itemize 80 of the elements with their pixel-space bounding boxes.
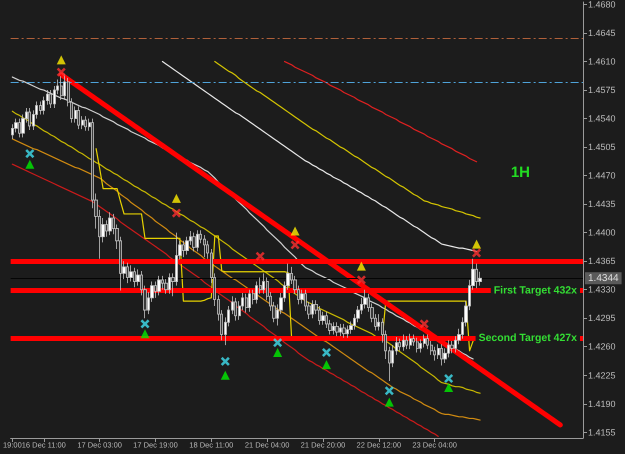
point xyxy=(356,275,366,284)
point xyxy=(25,149,34,158)
candlestick xyxy=(168,273,171,294)
y-tick-label: 1.4505 xyxy=(588,142,616,152)
y-tick-label: 1.4225 xyxy=(588,370,616,380)
candlestick xyxy=(84,116,87,132)
candlestick xyxy=(108,212,112,236)
candlestick xyxy=(416,337,419,353)
point xyxy=(290,226,300,236)
point xyxy=(322,348,331,357)
point xyxy=(172,194,181,203)
y-tick-label: 1.4540 xyxy=(588,114,616,124)
y-tick-label: 1.4155 xyxy=(588,427,616,438)
point xyxy=(172,208,181,218)
candlestick xyxy=(346,325,349,338)
point xyxy=(140,319,150,328)
point xyxy=(356,262,366,271)
candlestick xyxy=(342,324,346,338)
point xyxy=(56,68,66,77)
ref-line-label: Second Target 427x xyxy=(478,332,578,344)
candlestick xyxy=(77,106,80,130)
candlestick xyxy=(311,300,314,319)
ref-line-label: First Target 432x xyxy=(494,284,578,297)
candlestick xyxy=(332,322,335,335)
candlestick xyxy=(405,336,408,350)
candlestick xyxy=(255,281,258,304)
point xyxy=(420,319,429,328)
candlestick xyxy=(196,230,199,252)
line-series xyxy=(12,164,439,437)
candlestick xyxy=(440,344,443,366)
candlestick xyxy=(126,262,129,284)
point xyxy=(472,240,482,249)
line-series xyxy=(12,138,481,421)
candlestick xyxy=(398,338,401,352)
point xyxy=(220,356,230,366)
point xyxy=(273,348,282,357)
ref-line-label: 1.4344 xyxy=(588,272,620,284)
annotation: 1H xyxy=(510,164,530,181)
candlestick xyxy=(335,322,339,337)
point xyxy=(140,329,150,338)
y-tick-label: 1.4365 xyxy=(588,256,616,266)
y-tick-label: 1.4470 xyxy=(588,170,616,181)
candlestick xyxy=(182,240,185,258)
point xyxy=(322,360,331,370)
y-tick-label: 1.4680 xyxy=(588,0,616,10)
y-tick-label: 1.4400 xyxy=(588,228,616,238)
candlestick xyxy=(192,232,196,252)
point xyxy=(56,55,66,64)
candlestick xyxy=(248,289,251,312)
line-series xyxy=(214,60,481,219)
point xyxy=(444,382,454,392)
y-tick-label: 1.4330 xyxy=(588,284,616,295)
candlestick xyxy=(157,275,161,296)
point xyxy=(220,370,230,380)
candlestick xyxy=(28,108,31,130)
point xyxy=(273,338,282,348)
y-tick-label: 1.4260 xyxy=(588,342,616,352)
point xyxy=(384,386,394,396)
candlestick xyxy=(402,334,405,352)
y-tick-label: 1.4645 xyxy=(588,28,616,38)
point xyxy=(256,252,265,261)
y-tick-label: 1.4435 xyxy=(588,199,616,210)
point xyxy=(444,374,454,384)
y-tick-label: 1.4295 xyxy=(588,313,616,324)
point xyxy=(384,398,394,407)
y-tick-label: 1.4610 xyxy=(588,56,616,67)
point xyxy=(290,240,300,250)
candlestick xyxy=(245,293,248,313)
candlestick xyxy=(49,90,52,108)
point xyxy=(25,160,34,169)
candlestick xyxy=(409,333,412,350)
y-tick-label: 1.4190 xyxy=(588,398,616,409)
candlestick xyxy=(234,297,237,322)
point xyxy=(472,248,482,258)
candlestick xyxy=(339,324,342,337)
y-tick-label: 1.4575 xyxy=(588,85,616,96)
candlestick xyxy=(18,118,21,138)
line-series xyxy=(284,60,478,162)
line-series xyxy=(12,110,481,394)
candlestick xyxy=(133,267,136,288)
